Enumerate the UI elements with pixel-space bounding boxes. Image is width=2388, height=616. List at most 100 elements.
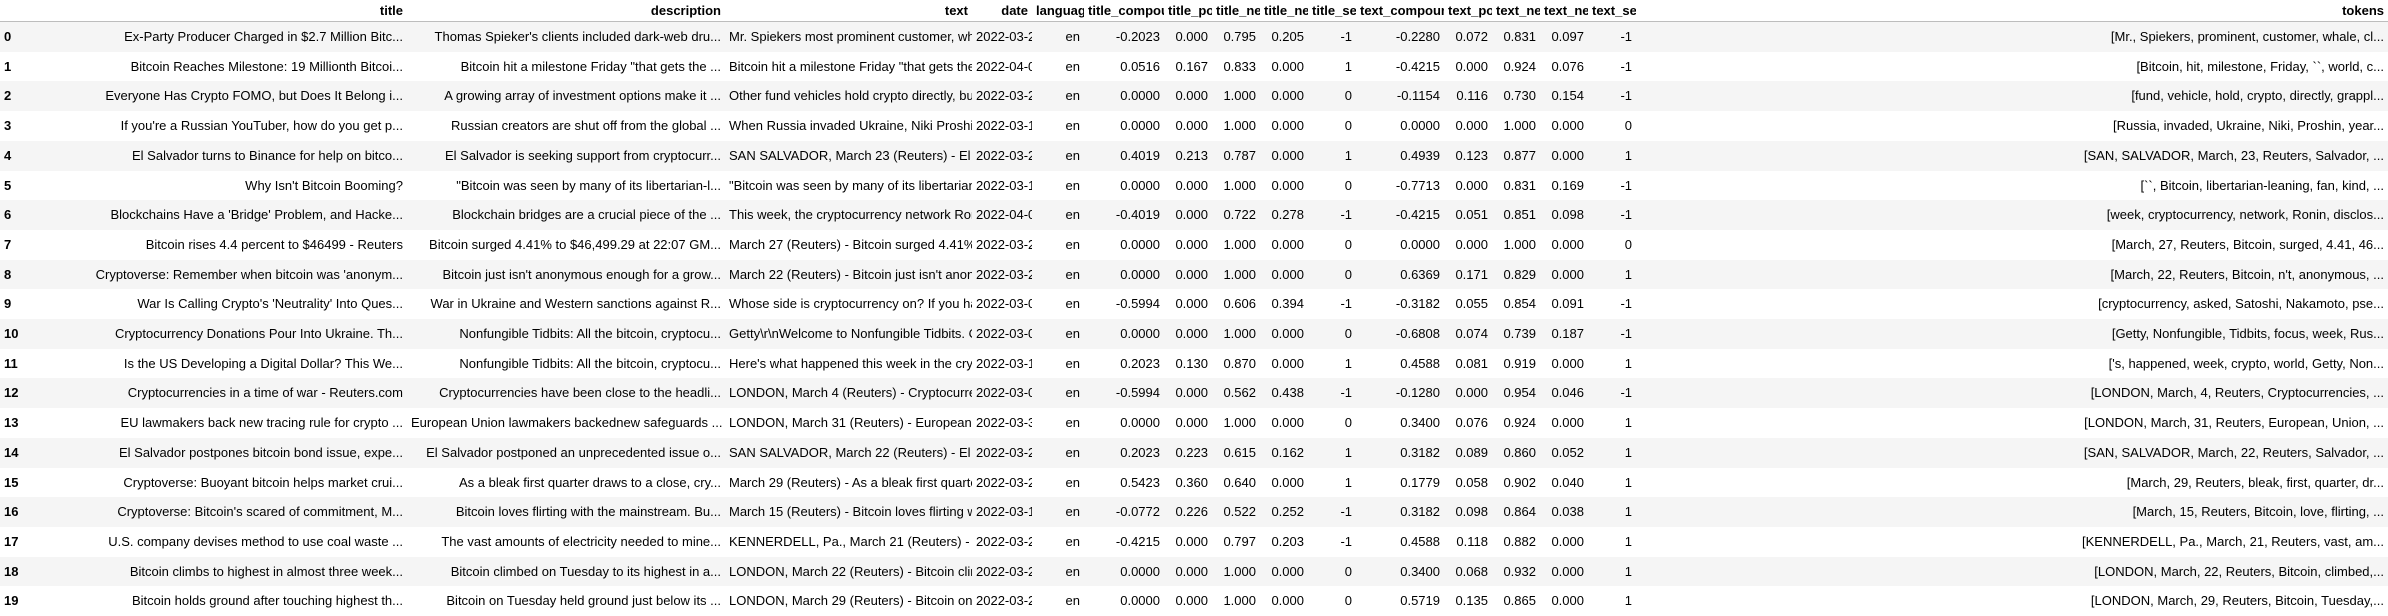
cell-title: Bitcoin rises 4.4 percent to $46499 - Re… <box>145 236 403 252</box>
table-row: 14 El Salvador postpones bitcoin bond iss… <box>0 437 2388 468</box>
cell-text-pos: 0.000 <box>1455 385 1488 401</box>
cell-title-pos: 0.223 <box>1175 444 1208 460</box>
cell-tokens: [March, 22, Reuters, Bitcoin, n't, anony… <box>2110 266 2384 282</box>
cell-text: Whose side is cryptocurrency on? If you … <box>729 296 972 312</box>
cell-text-neg: 0.040 <box>1551 474 1584 490</box>
cell-title-neu: 0.640 <box>1223 474 1256 490</box>
column-header-title-sent: title_sent <box>1308 0 1356 22</box>
cell-text-sent: -1 <box>1620 29 1632 44</box>
cell-description: The vast amounts of electricity needed t… <box>441 533 721 549</box>
cell-text: Other fund vehicles hold crypto directly… <box>729 88 972 104</box>
cell-title-neu: 1.000 <box>1223 563 1256 579</box>
cell-language: en <box>1065 593 1080 609</box>
cell-tokens: [cryptocurrency, asked, Satoshi, Nakamot… <box>2098 296 2384 312</box>
cell-text-neg: 0.000 <box>1551 563 1584 579</box>
cell-text-neg: 0.052 <box>1551 444 1584 460</box>
cell-title-sent: -1 <box>1340 296 1352 312</box>
table-row: 8 Cryptoverse: Remember when bitcoin was … <box>0 259 2388 290</box>
cell-title-compound: -0.5994 <box>1115 296 1160 312</box>
cell-text-pos: 0.089 <box>1455 444 1488 460</box>
cell-text-pos: 0.000 <box>1455 177 1488 193</box>
column-header-text-neg: text_neg <box>1540 0 1588 22</box>
cell-tokens: [SAN, SALVADOR, March, 22, Reuters, Salv… <box>2083 444 2384 460</box>
row-index: 16 <box>4 504 19 520</box>
cell-tokens: [March, 27, Reuters, Bitcoin, surged, 4.… <box>2111 236 2384 252</box>
cell-description: Bitcoin climbed on Tuesday to its highes… <box>450 563 721 579</box>
cell-title-compound: 0.0000 <box>1120 266 1160 282</box>
cell-description: Thomas Spieker's clients included dark-w… <box>434 29 721 44</box>
column-header-tokens: tokens <box>1636 0 2388 22</box>
cell-text-neu: 0.954 <box>1503 385 1536 401</box>
cell-title-sent: 0 <box>1344 266 1352 282</box>
cell-text-sent: 1 <box>1624 504 1632 520</box>
cell-text-sent: -1 <box>1620 326 1632 342</box>
cell-text-sent: -1 <box>1620 385 1632 401</box>
cell-text-compound: -0.2280 <box>1395 29 1440 44</box>
cell-tokens: [SAN, SALVADOR, March, 23, Reuters, Salv… <box>2083 147 2384 163</box>
cell-title-pos: 0.000 <box>1175 326 1208 342</box>
cell-text-pos: 0.072 <box>1455 29 1488 44</box>
cell-title-compound: 0.0000 <box>1120 177 1160 193</box>
column-header-text-pos: text_pos <box>1444 0 1492 22</box>
table-row: 17 U.S. company devises method to use coa… <box>0 526 2388 557</box>
column-header-title-neu: title_neu <box>1212 0 1260 22</box>
cell-title: Cryptoverse: Buoyant bitcoin helps marke… <box>123 474 403 490</box>
cell-text-pos: 0.068 <box>1455 563 1488 579</box>
cell-text-neg: 0.000 <box>1551 533 1584 549</box>
cell-title-neg: 0.000 <box>1271 118 1304 134</box>
cell-title-neg: 0.252 <box>1271 504 1304 520</box>
cell-text-compound: -0.3182 <box>1395 296 1440 312</box>
cell-title-neu: 0.833 <box>1223 58 1256 74</box>
cell-text-compound: 0.0000 <box>1400 118 1440 134</box>
cell-title-sent: 1 <box>1344 355 1352 371</box>
cell-text-neu: 0.924 <box>1503 58 1536 74</box>
cell-description: "Bitcoin was seen by many of its liberta… <box>456 177 721 193</box>
cell-text-compound: 0.0000 <box>1400 236 1440 252</box>
cell-title-pos: 0.000 <box>1175 177 1208 193</box>
cell-title: El Salvador postpones bitcoin bond issue… <box>118 444 403 460</box>
table-row: 2 Everyone Has Crypto FOMO, but Does It B… <box>0 81 2388 112</box>
cell-text-neg: 0.000 <box>1551 593 1584 609</box>
cell-title-sent: 0 <box>1344 118 1352 134</box>
column-header-text-neu: text_neu <box>1492 0 1540 22</box>
cell-title-pos: 0.226 <box>1175 504 1208 520</box>
cell-text: Here's what happened this week in the cr… <box>729 355 972 371</box>
row-index: 18 <box>4 563 19 579</box>
cell-text: March 27 (Reuters) - Bitcoin surged 4.41… <box>729 236 972 252</box>
cell-text-compound: -0.4215 <box>1395 207 1440 223</box>
cell-text: March 29 (Reuters) - As a bleak first qu… <box>729 474 972 490</box>
cell-text-compound: -0.7713 <box>1395 177 1440 193</box>
table-row: 15 Cryptoverse: Buoyant bitcoin helps mar… <box>0 467 2388 498</box>
cell-language: en <box>1065 207 1080 223</box>
cell-text-sent: 0 <box>1624 118 1632 134</box>
cell-description: Bitcoin on Tuesday held ground just belo… <box>446 593 721 609</box>
cell-text-pos: 0.074 <box>1455 326 1488 342</box>
cell-text: LONDON, March 31 (Reuters) - European Un… <box>729 415 972 431</box>
cell-text-neu: 0.932 <box>1503 563 1536 579</box>
cell-date: 2022-03-04 <box>976 385 1032 401</box>
cell-text-neu: 0.865 <box>1503 593 1536 609</box>
column-header-text: text <box>725 0 972 22</box>
cell-text-neu: 0.919 <box>1503 355 1536 371</box>
cell-title: Bitcoin Reaches Milestone: 19 Millionth … <box>130 58 403 74</box>
cell-title-compound: -0.2023 <box>1115 29 1160 44</box>
cell-text-neg: 0.187 <box>1551 326 1584 342</box>
table-row: 0 Ex-Party Producer Charged in $2.7 Milli… <box>0 21 2388 52</box>
cell-title-sent: 0 <box>1344 415 1352 431</box>
cell-text-neg: 0.000 <box>1551 147 1584 163</box>
cell-text-pos: 0.081 <box>1455 355 1488 371</box>
cell-title-compound: 0.0000 <box>1120 563 1160 579</box>
column-header-title-compound: title_compound <box>1084 0 1164 22</box>
cell-title-sent: -1 <box>1340 533 1352 549</box>
cell-text: SAN SALVADOR, March 23 (Reuters) - El Sa… <box>729 147 972 163</box>
cell-title-neg: 0.000 <box>1271 58 1304 74</box>
cell-title-neu: 1.000 <box>1223 415 1256 431</box>
cell-text-sent: 1 <box>1624 266 1632 282</box>
cell-text-compound: 0.6369 <box>1400 266 1440 282</box>
cell-text-neg: 0.097 <box>1551 29 1584 44</box>
cell-title-neu: 1.000 <box>1223 236 1256 252</box>
cell-description: El Salvador is seeking support from cryp… <box>444 147 721 163</box>
row-index: 12 <box>4 385 19 401</box>
cell-date: 2022-03-08 <box>976 296 1032 312</box>
cell-date: 2022-03-22 <box>976 563 1032 579</box>
